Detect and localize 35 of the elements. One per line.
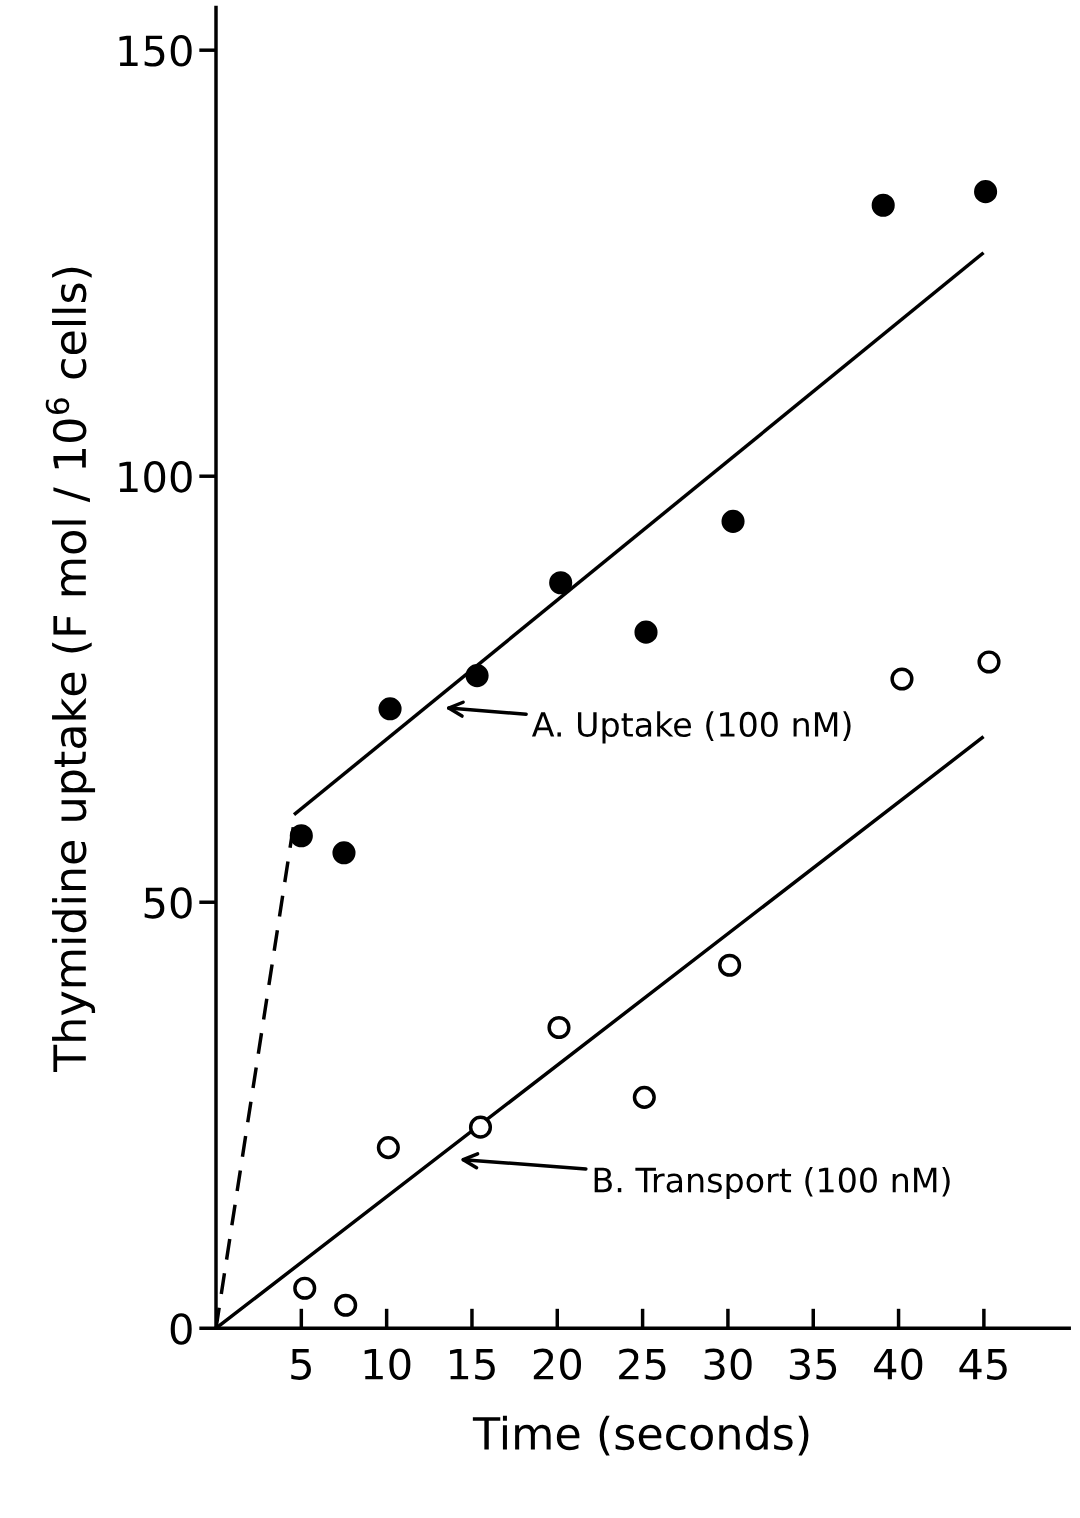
point [378, 697, 402, 721]
point [465, 664, 489, 688]
point [632, 1085, 656, 1109]
x-tick-label: 40 [874, 1348, 923, 1380]
point [890, 667, 914, 691]
point [634, 620, 658, 644]
point [332, 841, 356, 865]
point [977, 650, 1001, 674]
point [334, 1293, 358, 1317]
x-tick-label: 35 [789, 1348, 837, 1380]
point [376, 1136, 400, 1160]
y-tick-label: 150 [119, 35, 192, 67]
x-tick-label: 10 [364, 1348, 411, 1380]
x-tick-label: 45 [959, 1348, 1007, 1380]
x-tick-label: 20 [533, 1348, 582, 1380]
annotation: B. Transport (100 nM) [594, 1166, 950, 1200]
x-axis-title: Time (seconds) [472, 1415, 809, 1456]
point [871, 193, 895, 217]
point [547, 1015, 571, 1040]
point [293, 1276, 317, 1300]
point [974, 180, 998, 204]
x-tick-label: 25 [619, 1348, 666, 1380]
point [721, 509, 745, 533]
point [718, 953, 742, 977]
y-tick-label: 0 [170, 1313, 192, 1345]
y-tick-label: 100 [119, 461, 192, 493]
x-tick-label: 5 [291, 1348, 311, 1380]
y-tick-label: 50 [144, 887, 192, 919]
x-tick-label: 30 [704, 1348, 752, 1380]
y-axis-title: Thymidine uptake (F mol / 10$^{6}$ cells) [45, 267, 96, 1073]
point [549, 571, 573, 595]
point [468, 1115, 493, 1139]
annotation: A. Uptake (100 nM) [531, 711, 851, 744]
x-tick-label: 15 [450, 1348, 495, 1380]
point [289, 824, 313, 848]
